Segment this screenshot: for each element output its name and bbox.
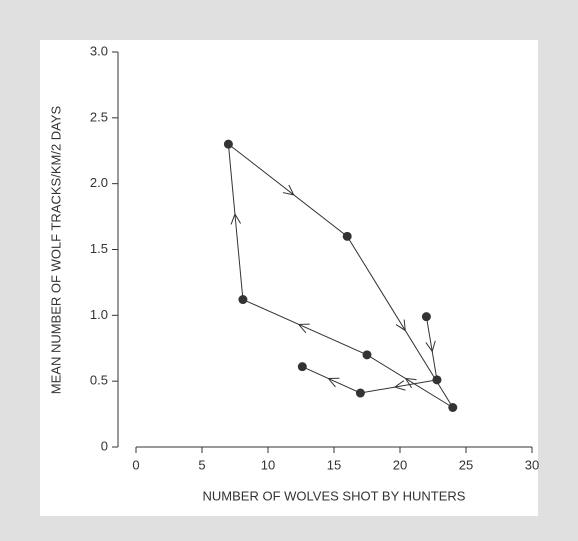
point — [355, 388, 365, 398]
point — [432, 375, 442, 385]
direction-arrow — [393, 380, 406, 391]
series-line — [227, 143, 454, 408]
x-tick-label: 25 — [459, 457, 473, 472]
point — [297, 362, 307, 372]
point — [238, 295, 248, 305]
y-tick-label: 0 — [101, 438, 108, 453]
y-tick-label: 0.5 — [90, 373, 108, 388]
x-tick-label: 30 — [525, 457, 539, 472]
y-axis-label: MEAN NUMBER OF WOLF TRACKS/KM/2 DAYS — [48, 105, 63, 394]
y-tick-label: 1.0 — [90, 307, 108, 322]
direction-arrow — [327, 377, 340, 388]
panel — [40, 40, 538, 516]
direction-arrow — [297, 323, 310, 334]
x-tick-label: 10 — [261, 457, 275, 472]
y-tick-label: 2.5 — [90, 109, 108, 124]
direction-arrow — [395, 319, 406, 332]
direction-arrow — [282, 184, 295, 196]
point — [448, 403, 458, 412]
y-tick-label: 3.0 — [90, 43, 108, 58]
point — [223, 139, 233, 149]
x-tick-label: 20 — [393, 457, 407, 472]
y-tick-label: 1.5 — [90, 241, 108, 256]
direction-arrow — [230, 212, 242, 225]
series-line — [302, 316, 438, 394]
point — [362, 350, 372, 360]
point — [342, 231, 352, 241]
x-tick-label: 5 — [198, 457, 205, 472]
x-axis-label: NUMBER OF WOLVES SHOT BY HUNTERS — [203, 488, 466, 503]
y-tick-label: 2.0 — [90, 175, 108, 190]
point — [421, 312, 431, 322]
x-tick-label: 0 — [132, 457, 139, 472]
x-tick-label: 15 — [327, 457, 341, 472]
direction-arrow — [425, 340, 436, 353]
